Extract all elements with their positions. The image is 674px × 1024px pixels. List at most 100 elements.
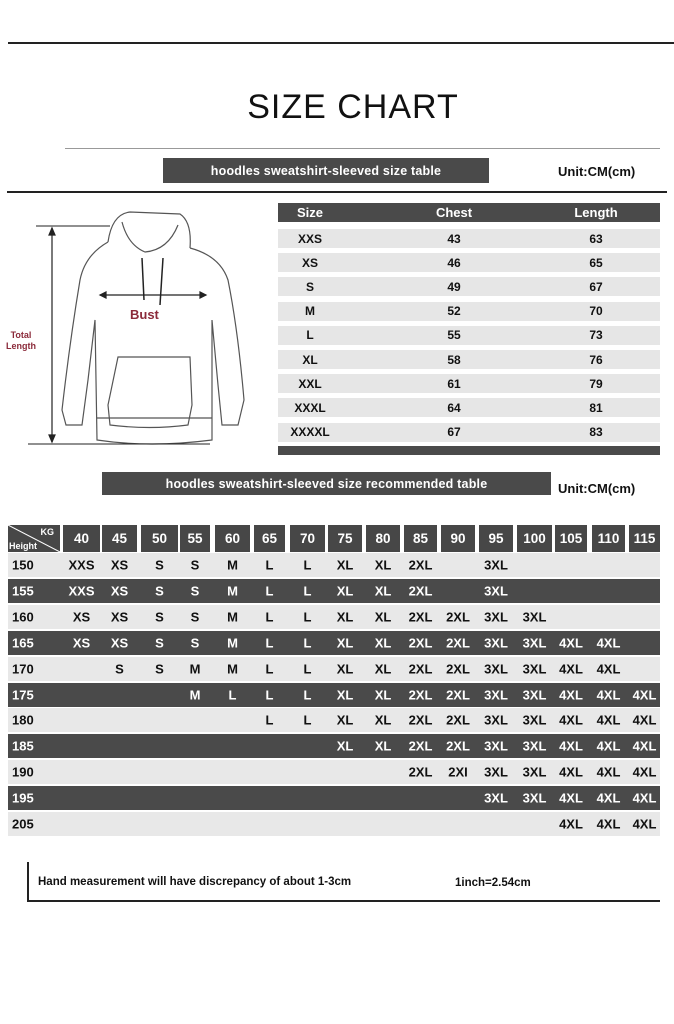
size-cell: XS: [110, 557, 129, 573]
section-rule: [7, 191, 667, 193]
size-cell: 2XI: [448, 764, 468, 780]
size-cell: 3XL: [484, 609, 508, 625]
chest-cell: 52: [447, 304, 461, 319]
size-cell: 4XL: [632, 712, 657, 728]
size-cell: 4XL: [559, 738, 583, 754]
size-cell: 4XL: [596, 816, 621, 832]
height-cell: 185: [12, 738, 34, 754]
height-cell: 165: [12, 635, 34, 651]
top-rule: [8, 42, 674, 44]
corner-kg: KG: [40, 527, 55, 537]
size-cell: S: [155, 557, 164, 573]
size-cell: L: [303, 635, 312, 651]
hood-outline: [107, 211, 191, 249]
size-cell: 2XL: [408, 557, 433, 573]
title-underline: [65, 148, 660, 149]
length-cell: 63: [589, 231, 603, 246]
size-cell: XL: [336, 738, 354, 754]
chest-cell: 61: [447, 376, 461, 391]
chest-cell: 58: [447, 352, 461, 367]
size-cell: 3XL: [484, 661, 508, 677]
height-cell: 190: [12, 764, 34, 780]
length-cell: 76: [589, 352, 603, 367]
size-cell: XS: [110, 609, 129, 625]
table-row: 170 S S M M L L XL XL 2XL 2XL 3XL 3XL 4XL 4XL: [8, 656, 660, 681]
size-cell: XXS: [68, 583, 95, 599]
size-cell: 3XL: [522, 609, 547, 625]
size-cell: L: [303, 609, 312, 625]
chest-cell: 43: [447, 231, 461, 246]
size-table-header: Size Chest Length: [278, 203, 660, 222]
size-cell: XS: [110, 583, 129, 599]
inch-conversion: 1inch=2.54cm: [455, 877, 531, 889]
height-cell: 170: [12, 661, 34, 677]
size-cell: 4XL: [632, 764, 657, 780]
drawstring-left: [141, 257, 145, 301]
size-cell: S: [155, 661, 164, 677]
size-cell: M: [227, 609, 238, 625]
height-cell: 180: [12, 712, 34, 728]
size-table-unit: Unit:CM(cm): [558, 164, 636, 179]
size-cell: M: [227, 557, 238, 573]
weight-header: 40: [63, 525, 100, 552]
table-row: 205 4XL 4XL 4XL: [8, 812, 660, 836]
table-row: XS 46 65: [278, 253, 660, 273]
chest-cell: 64: [447, 400, 461, 415]
chest-cell: Chest: [435, 205, 473, 220]
table-row: 180 L L XL XL 2XL 2XL 3XL 3XL 4XL 4XL 4XL: [8, 708, 660, 733]
size-cell: 4XL: [596, 661, 621, 677]
size-cell: XS: [72, 635, 91, 651]
recommend-table-banner: hoodles sweatshirt-sleeved size recommen…: [102, 472, 551, 495]
size-table-banner: hoodles sweatshirt-sleeved size table: [163, 158, 489, 183]
size-cell: 4XL: [596, 790, 621, 806]
size-cell: M: [189, 687, 201, 702]
height-cell: 205: [12, 816, 34, 832]
size-cell: 4XL: [559, 816, 583, 832]
diagonal-divider: [8, 525, 60, 552]
table-row: L 55 73: [278, 325, 660, 345]
weight-header: 95: [479, 525, 513, 552]
size-cell: XL: [374, 661, 392, 677]
size-cell: L: [265, 557, 274, 573]
size-cell: 3XL: [484, 687, 508, 702]
table-row: S 49 67: [278, 277, 660, 297]
weight-header: 110: [592, 525, 625, 552]
table-row: 160 XS XS S S M L L XL XL 2XL 2XL 3XL 3XL: [8, 604, 660, 629]
size-cell: 4XL: [596, 764, 621, 780]
weight-header: 90: [441, 525, 475, 552]
size-cell: 4XL: [559, 635, 583, 651]
size-cell: XL: [336, 661, 354, 677]
table-row: XXXL 64 81: [278, 398, 660, 418]
length-cell: 81: [589, 400, 603, 415]
size-cell: XL: [336, 557, 354, 573]
size-cell: 3XL: [484, 738, 508, 754]
size-cell: XL: [374, 687, 392, 702]
pocket-outline: [107, 356, 193, 429]
size-cell: XL: [374, 738, 392, 754]
size-cell: XL: [374, 635, 392, 651]
size-cell: 3XL: [522, 764, 547, 780]
size-cell: M: [189, 661, 201, 677]
size-cell: 2XL: [408, 583, 433, 599]
height-cell: 175: [12, 687, 34, 702]
size-cell: L: [303, 661, 312, 677]
length-cell: 65: [589, 255, 603, 270]
size-cell: S: [155, 635, 164, 651]
size-cell: L: [265, 635, 274, 651]
table-row: XXL 61 79: [278, 374, 660, 394]
size-cell: 2XL: [408, 764, 433, 780]
weight-header: 65: [254, 525, 285, 552]
weight-header: 50: [141, 525, 178, 552]
size-cell: 3XL: [522, 661, 547, 677]
length-cell: 79: [589, 376, 603, 391]
size-cell: XXS: [68, 557, 95, 573]
length-cell: 70: [589, 304, 603, 319]
size-cell: L: [303, 583, 312, 599]
size-cell: 2XL: [408, 635, 433, 651]
size-cell: 2XL: [446, 687, 470, 702]
size-cell: 4XL: [632, 816, 657, 832]
size-cell: XL: [374, 712, 392, 728]
weight-header: 100: [517, 525, 552, 552]
size-cell: XL: [336, 687, 354, 702]
table-row: 150 XXS XS S S M L L XL XL 2XL 3XL: [8, 553, 660, 577]
